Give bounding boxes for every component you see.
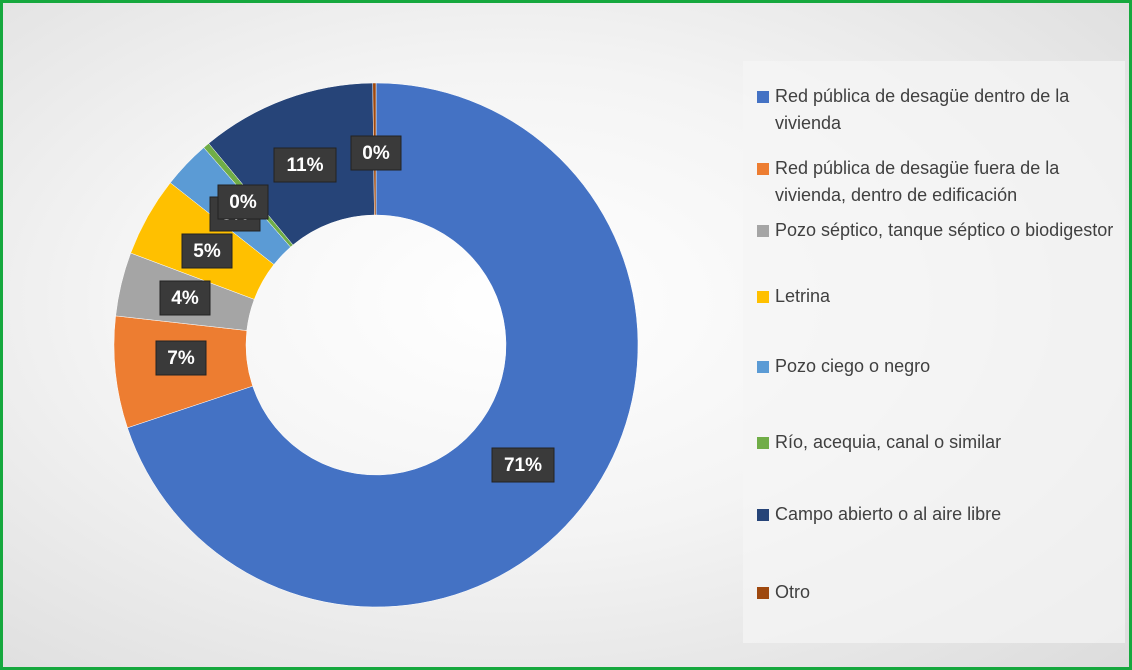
- legend-swatch: [757, 163, 769, 175]
- legend-swatch: [757, 291, 769, 303]
- legend-swatch: [757, 361, 769, 373]
- data-label: 0%: [229, 192, 257, 213]
- label-box: [491, 447, 555, 483]
- legend-item: Letrina: [757, 283, 1119, 310]
- legend-label: Red pública de desagüe dentro de la vivi…: [775, 86, 1070, 133]
- legend-label: Pozo ciego o negro: [775, 356, 931, 376]
- legend-label: Otro: [775, 582, 811, 602]
- label-box: [159, 280, 211, 316]
- legend-item: Otro: [757, 579, 1119, 606]
- legend-item: Red pública de desagüe fuera de la vivie…: [757, 155, 1119, 209]
- legend-label: Río, acequia, canal o similar: [775, 432, 1002, 452]
- legend-swatch: [757, 437, 769, 449]
- legend-label: Red pública de desagüe fuera de la vivie…: [775, 158, 1060, 205]
- data-labels: 71%7%4%5%3%11%0%0%: [155, 135, 555, 483]
- legend: Red pública de desagüe dentro de la vivi…: [743, 61, 1125, 643]
- label-box: [350, 135, 402, 171]
- legend-item: Pozo ciego o negro: [757, 353, 1119, 380]
- legend-label: Campo abierto o al aire libre: [775, 504, 1002, 524]
- legend-swatch: [757, 587, 769, 599]
- label-box: [155, 340, 207, 376]
- legend-item: Red pública de desagüe dentro de la vivi…: [757, 83, 1119, 137]
- label-box: [273, 147, 337, 183]
- legend-item: Río, acequia, canal o similar: [757, 429, 1119, 456]
- label-box: [181, 233, 233, 269]
- data-label: 0%: [362, 143, 390, 164]
- data-label: 71%: [504, 455, 542, 476]
- legend-swatch: [757, 509, 769, 521]
- label-box: [217, 184, 269, 220]
- data-label: 5%: [193, 241, 221, 262]
- plot: 71%7%4%5%3%11%0%0%: [113, 82, 639, 608]
- legend-swatch: [757, 91, 769, 103]
- legend-item: Pozo séptico, tanque séptico o biodigest…: [757, 217, 1119, 244]
- legend-label: Pozo séptico, tanque séptico o biodigest…: [775, 220, 1114, 240]
- data-label: 11%: [287, 155, 324, 176]
- data-label: 4%: [171, 288, 199, 309]
- legend-item: Campo abierto o al aire libre: [757, 501, 1119, 528]
- data-label: 7%: [167, 348, 195, 369]
- legend-label: Letrina: [775, 286, 831, 306]
- legend-swatch: [757, 225, 769, 237]
